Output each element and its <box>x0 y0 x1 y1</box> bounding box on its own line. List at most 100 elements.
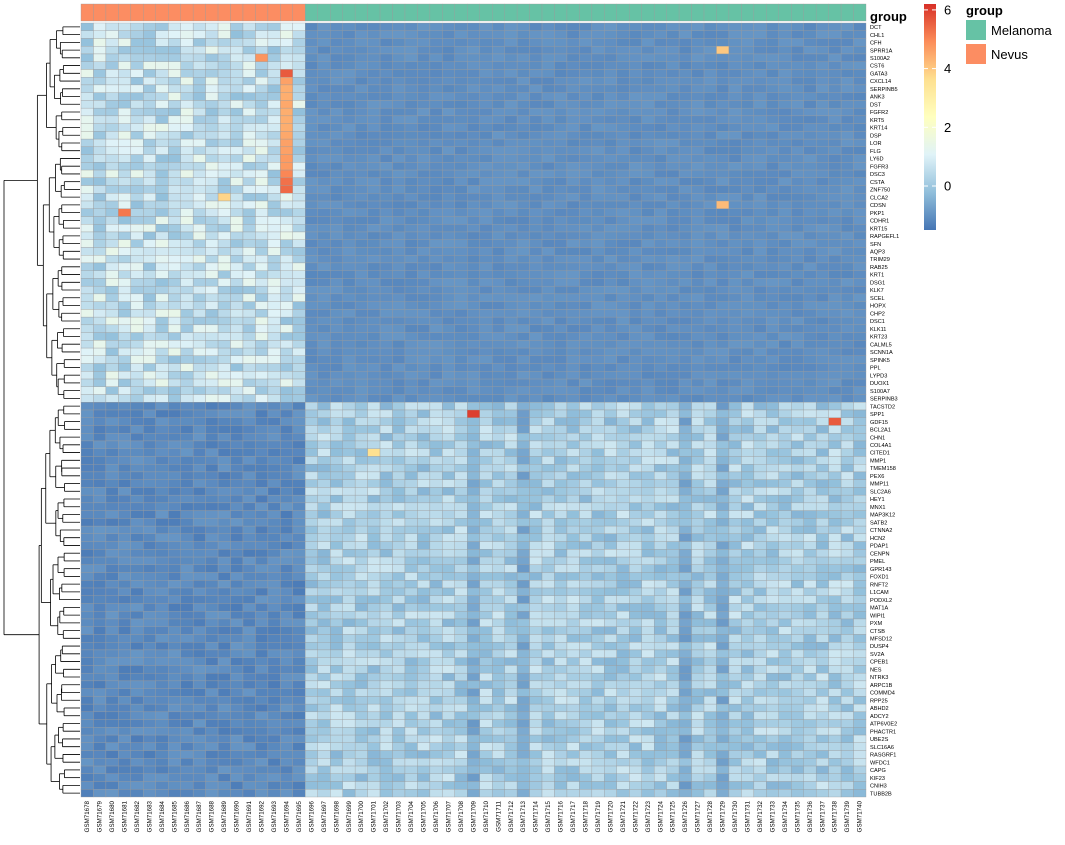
heatmap-cell <box>516 208 530 217</box>
heatmap-cell <box>230 332 244 341</box>
heatmap-cell <box>753 177 767 186</box>
heatmap-cell <box>155 293 169 302</box>
heatmap-cell <box>242 247 256 256</box>
heatmap-cell <box>579 30 593 39</box>
heatmap-cell <box>504 487 518 496</box>
heatmap-cell <box>255 169 269 178</box>
heatmap-cell <box>217 510 231 519</box>
heatmap-cell <box>442 549 455 558</box>
heatmap-cell <box>815 255 829 264</box>
heatmap-cell <box>267 255 281 264</box>
heatmap-cell <box>504 332 518 341</box>
heatmap-cell <box>604 285 617 295</box>
heatmap-cell <box>105 533 119 542</box>
heatmap-cell <box>516 386 530 395</box>
heatmap-cell <box>143 378 156 387</box>
heatmap-cell <box>566 409 580 418</box>
heatmap-cell <box>828 378 842 387</box>
heatmap-cell <box>93 340 107 349</box>
heatmap-cell <box>342 30 356 39</box>
heatmap-cell <box>130 107 144 117</box>
heatmap-cell <box>691 185 705 194</box>
heatmap-cell <box>442 433 455 442</box>
heatmap-cell <box>566 46 580 55</box>
heatmap-cell <box>629 92 642 101</box>
heatmap-cell <box>80 193 94 202</box>
heatmap-cell <box>130 193 144 202</box>
heatmap-cell <box>379 92 393 101</box>
heatmap-cell <box>678 347 692 356</box>
heatmap-cell <box>442 316 455 326</box>
heatmap-cell <box>379 285 393 295</box>
heatmap-cell <box>678 169 692 178</box>
heatmap-cell <box>342 510 356 519</box>
heatmap-cell <box>541 107 555 117</box>
heatmap-cell <box>155 177 169 186</box>
heatmap-cell <box>280 100 294 109</box>
heatmap-cell <box>641 61 655 70</box>
heatmap-cell <box>716 46 730 55</box>
heatmap-cell <box>678 464 692 473</box>
heatmap-cell <box>716 371 730 380</box>
heatmap-cell <box>629 216 642 225</box>
heatmap-cell <box>691 309 705 318</box>
heatmap-cell <box>80 464 94 473</box>
heatmap-cell <box>479 487 493 496</box>
heatmap-cell <box>716 502 730 511</box>
heatmap-cell <box>529 53 543 62</box>
heatmap-cell <box>404 549 418 558</box>
heatmap-cell <box>591 38 605 47</box>
heatmap-cell <box>105 154 119 163</box>
heatmap-cell <box>242 549 256 558</box>
heatmap-cell <box>566 541 580 550</box>
heatmap-cell <box>479 448 493 457</box>
heatmap-cell <box>479 549 493 558</box>
heatmap-cell <box>467 371 480 380</box>
heatmap-cell <box>853 479 867 488</box>
heatmap-cell <box>840 208 854 217</box>
heatmap-cell <box>479 340 493 349</box>
heatmap-cell <box>467 239 480 248</box>
heatmap-cell <box>280 355 294 364</box>
heatmap-cell <box>691 355 705 364</box>
heatmap-cell <box>392 309 406 318</box>
heatmap-cell <box>529 301 543 310</box>
heatmap-cell <box>255 115 269 124</box>
heatmap-cell <box>716 316 730 326</box>
group-annotation-cell <box>840 3 854 22</box>
heatmap-cell <box>155 193 169 202</box>
heatmap-cell <box>504 162 518 171</box>
heatmap-cell <box>666 231 680 240</box>
heatmap-cell <box>741 440 755 449</box>
heatmap-cell <box>778 84 792 93</box>
heatmap-cell <box>105 247 119 256</box>
heatmap-cell <box>703 494 717 504</box>
heatmap-cell <box>666 409 680 418</box>
heatmap-cell <box>354 154 368 163</box>
heatmap-cell <box>205 22 219 31</box>
heatmap-cell <box>392 487 406 496</box>
heatmap-cell <box>93 394 107 403</box>
heatmap-cell <box>579 487 593 496</box>
heatmap-cell <box>93 53 107 62</box>
heatmap-cell <box>379 549 393 558</box>
heatmap-cell <box>267 200 281 209</box>
heatmap-cell <box>703 154 717 163</box>
heatmap-cell <box>192 247 206 256</box>
heatmap-cell <box>417 177 431 186</box>
heatmap-cell <box>417 487 431 496</box>
heatmap-cell <box>242 162 256 171</box>
heatmap-cell <box>616 146 630 155</box>
heatmap-cell <box>205 231 219 240</box>
heatmap-cell <box>492 278 505 287</box>
heatmap-cell <box>155 502 169 511</box>
heatmap-cell <box>354 46 368 55</box>
heatmap-cell <box>678 448 692 457</box>
heatmap-cell <box>529 84 543 93</box>
heatmap-cell <box>230 231 244 240</box>
heatmap-cell <box>379 270 393 279</box>
heatmap-cell <box>354 378 368 387</box>
heatmap-cell <box>217 77 231 86</box>
heatmap-cell <box>541 61 555 70</box>
heatmap-cell <box>666 262 680 271</box>
